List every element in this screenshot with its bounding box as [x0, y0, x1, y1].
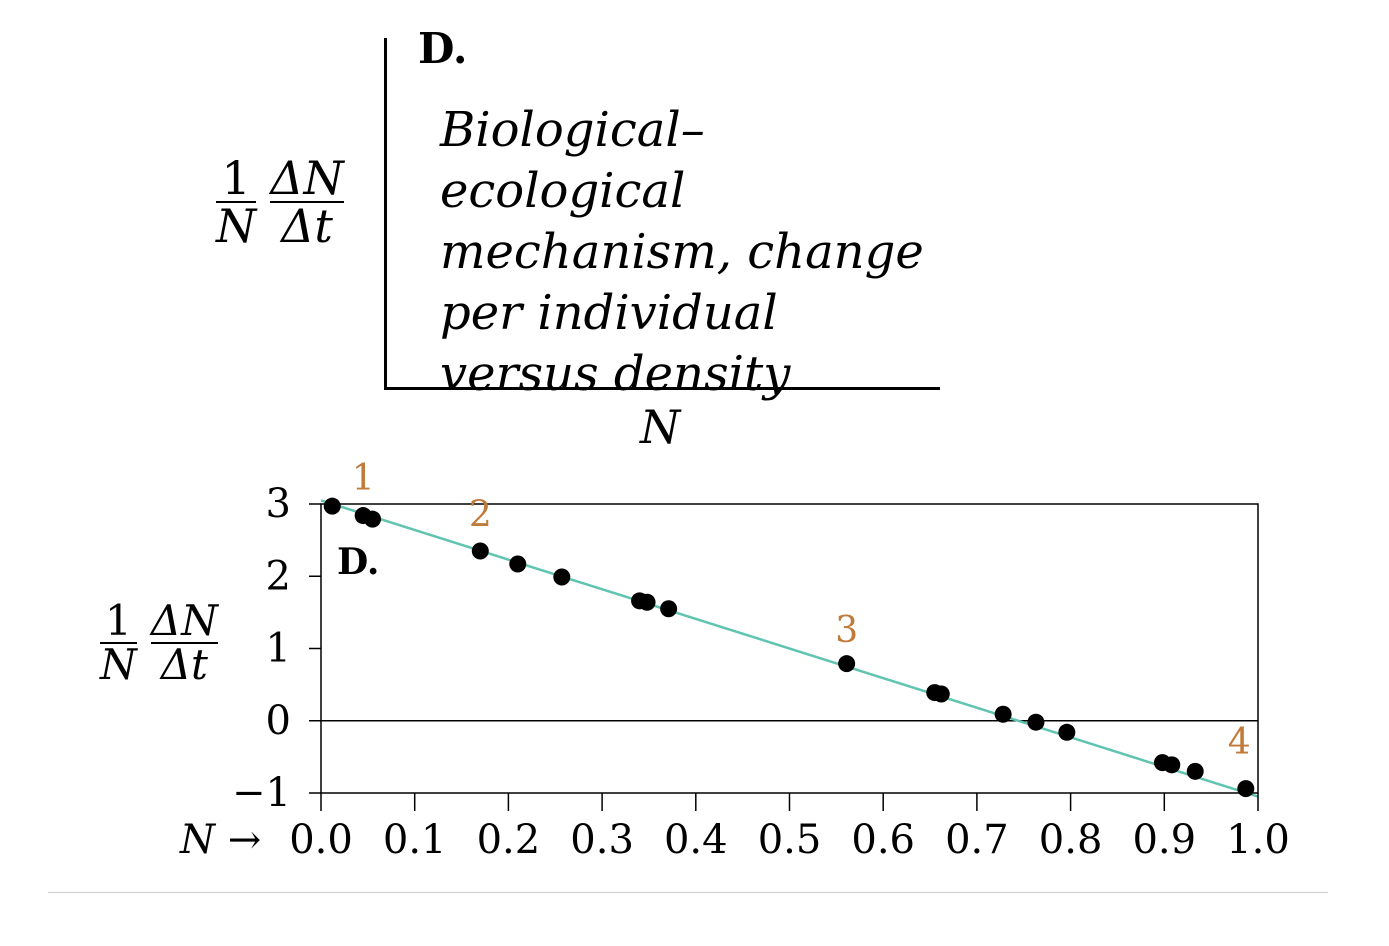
data-point [932, 685, 950, 703]
data-point [471, 542, 489, 560]
y-tick-label: 3 [266, 481, 291, 527]
data-point [638, 593, 656, 611]
x-tick-label: 0.6 [851, 817, 915, 863]
annotation-label: 3 [835, 610, 858, 651]
chart-y-label-frac2-den: Δt [160, 640, 208, 689]
top-panel-description: Biological–ecological mechanism, change … [440, 100, 930, 405]
x-tick-label: 0.4 [664, 817, 728, 863]
y-label-frac2-num: ΔN [270, 151, 344, 205]
data-point [553, 568, 571, 586]
y-tick-label: −1 [232, 770, 291, 816]
x-tick-label: 0.1 [383, 817, 447, 863]
annotation-label: 2 [469, 494, 492, 535]
description-line: per individual [440, 285, 778, 341]
top-panel-label: D. [418, 24, 468, 73]
data-point [660, 600, 678, 618]
x-tick-label: 0.5 [758, 817, 822, 863]
x-tick-label: 0.7 [945, 817, 1009, 863]
chart-x-axis-label: N → [179, 817, 261, 863]
chart-panel-label: D. [337, 541, 379, 583]
chart-y-label-frac1-num: 1 [105, 596, 132, 645]
x-tick-label: 0.0 [289, 817, 353, 863]
data-point [1058, 723, 1076, 741]
data-point [838, 655, 856, 673]
data-point [323, 497, 341, 515]
chart-y-label-frac2-num: ΔN [150, 596, 218, 645]
top-panel-x-axis-label: N [640, 400, 681, 454]
data-point [1163, 756, 1181, 774]
description-line: mechanism, change [440, 224, 924, 280]
data-point [509, 555, 527, 573]
y-tick-label: 0 [266, 698, 291, 744]
top-panel-axes [384, 38, 940, 390]
chart-y-label-frac1-den: N [100, 640, 137, 689]
annotation-label: 4 [1228, 722, 1251, 763]
x-tick-label: 0.2 [477, 817, 541, 863]
x-tick-label: 0.8 [1039, 817, 1103, 863]
divider [48, 892, 1328, 893]
fit-line [320, 499, 1259, 798]
y-label-frac1-num: 1 [221, 151, 251, 205]
x-tick-label: 0.3 [570, 817, 634, 863]
data-point [1186, 762, 1204, 780]
data-point [1237, 780, 1255, 798]
x-tick-label: 0.9 [1132, 817, 1196, 863]
annotation-label: 1 [352, 458, 375, 499]
data-point [364, 510, 382, 528]
chart-y-axis-label: 1 N ΔN Δt [100, 600, 232, 686]
description-line: versus density [440, 346, 791, 402]
top-panel-y-axis-label: 1 N ΔN Δt [216, 155, 358, 249]
y-label-frac1-den: N [216, 199, 257, 253]
data-point [994, 705, 1012, 723]
x-tick-label: 1.0 [1226, 817, 1290, 863]
y-label-frac2-den: Δt [281, 199, 333, 253]
data-point [1027, 713, 1045, 731]
y-tick-label: 2 [266, 553, 291, 599]
y-tick-label: 1 [266, 626, 291, 672]
description-line: Biological–ecological [440, 102, 705, 219]
